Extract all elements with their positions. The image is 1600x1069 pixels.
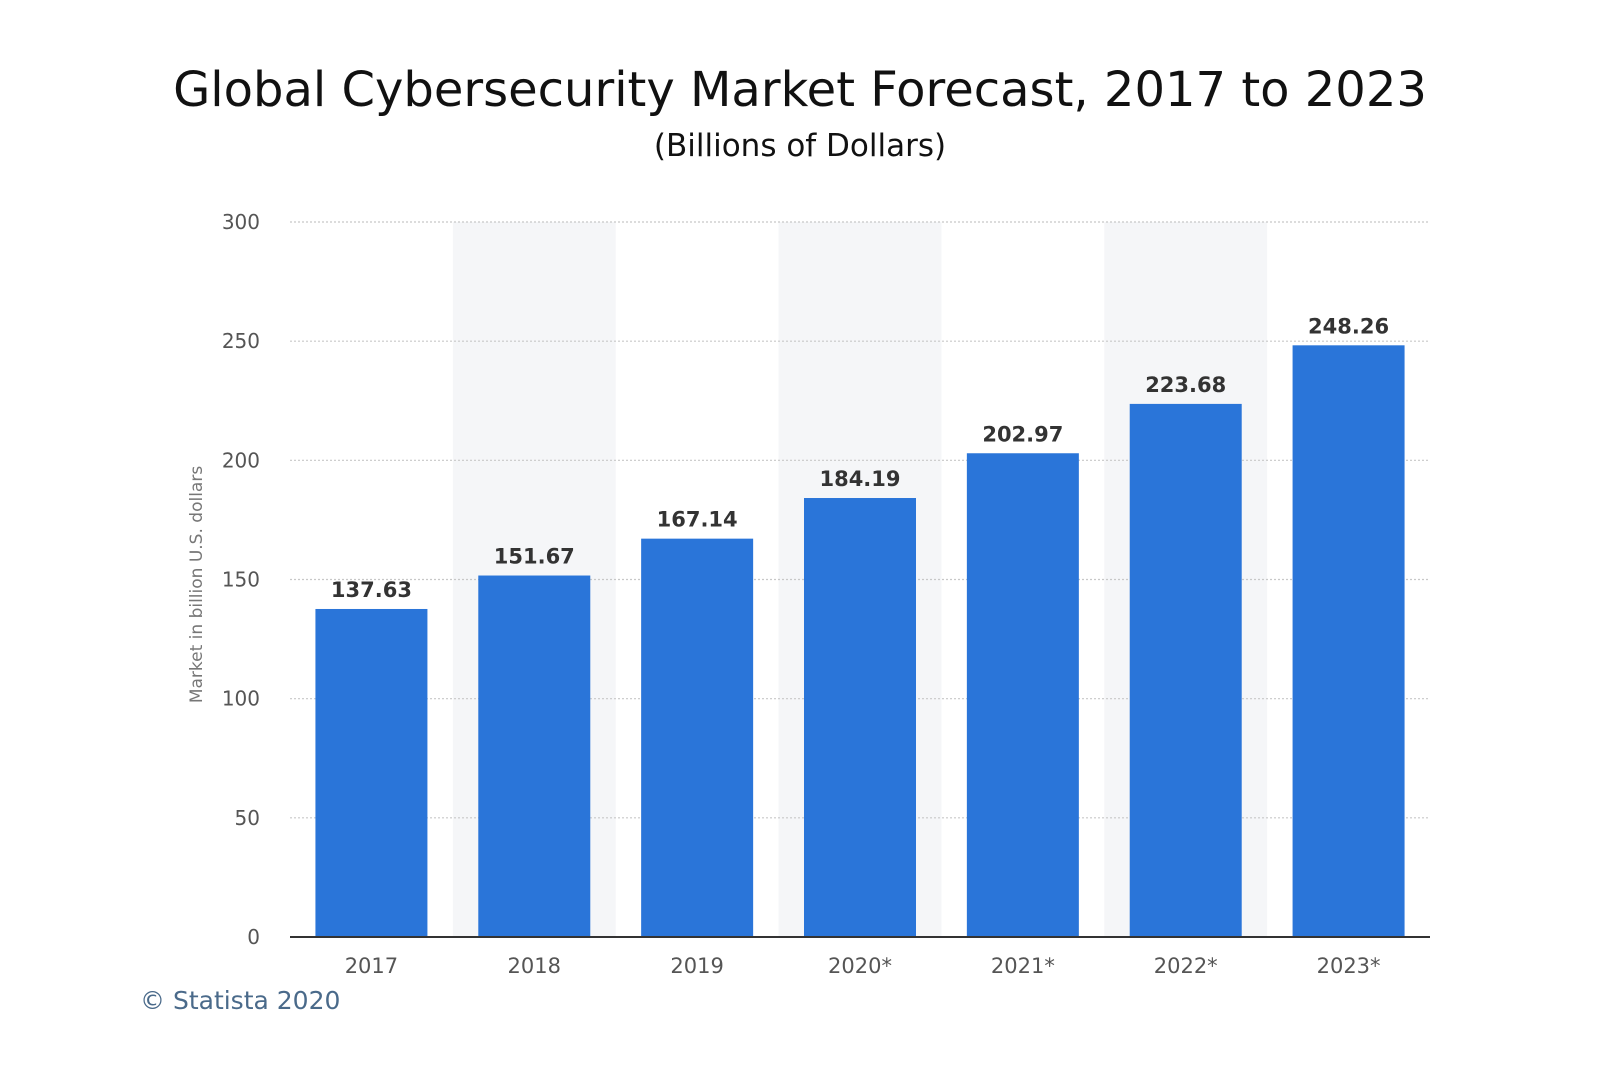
x-tick-label: 2021* <box>991 954 1055 978</box>
bar-value-label: 151.67 <box>494 545 575 569</box>
bar-value-label: 184.19 <box>819 467 900 491</box>
y-tick-label: 50 <box>235 806 260 830</box>
bar <box>315 608 428 937</box>
y-tick-label: 300 <box>222 210 260 234</box>
y-tick-label: 200 <box>222 448 260 472</box>
bar-value-label: 223.68 <box>1145 373 1226 397</box>
bar-value-label: 167.14 <box>657 508 738 532</box>
copyright-credit: © Statista 2020 <box>140 986 341 1015</box>
x-tick-label: 2020* <box>828 954 892 978</box>
bar <box>1292 345 1405 937</box>
y-tick-label: 0 <box>247 925 260 949</box>
bar-value-label: 202.97 <box>982 422 1063 446</box>
y-tick-label: 100 <box>222 687 260 711</box>
x-tick-label: 2018 <box>508 954 561 978</box>
x-tick-label: 2017 <box>345 954 398 978</box>
bar <box>478 575 591 937</box>
bar <box>804 498 916 937</box>
bar-value-label: 137.63 <box>331 578 412 602</box>
x-tick-label: 2022* <box>1154 954 1218 978</box>
x-tick-label: 2019 <box>670 954 723 978</box>
chart-title: Global Cybersecurity Market Forecast, 20… <box>173 62 1427 118</box>
bar <box>1129 403 1242 937</box>
bar-value-label: 248.26 <box>1308 314 1389 338</box>
y-axis-title: Market in billion U.S. dollars <box>187 466 207 703</box>
chart-subtitle: (Billions of Dollars) <box>653 128 947 164</box>
bar <box>966 453 1079 937</box>
y-tick-label: 250 <box>222 329 260 353</box>
y-tick-label: 150 <box>222 568 260 592</box>
x-tick-label: 2023* <box>1317 954 1381 978</box>
bar <box>641 538 754 937</box>
